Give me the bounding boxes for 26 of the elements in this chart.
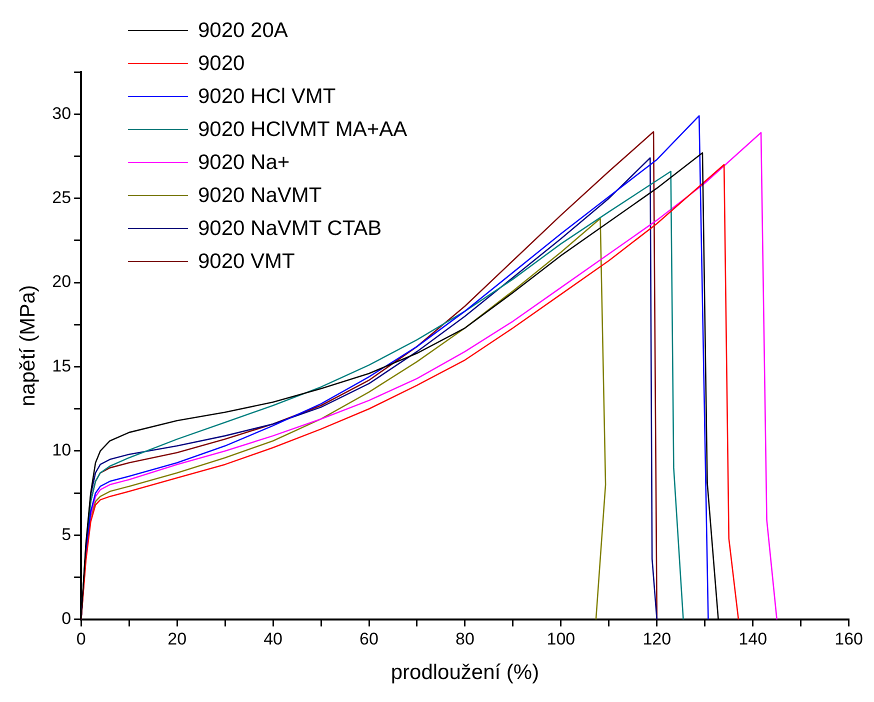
x-tick-label: 20 <box>168 629 187 648</box>
y-tick-label: 25 <box>52 188 72 208</box>
y-tick-label: 0 <box>62 609 72 628</box>
x-tick-label: 120 <box>642 629 672 648</box>
legend-label: 9020 HClVMT MA+AA <box>198 118 408 142</box>
x-tick-label: 60 <box>360 629 378 648</box>
y-tick-label: 30 <box>52 104 72 123</box>
legend-label: 9020 20A <box>198 18 288 42</box>
x-tick-label: 100 <box>546 629 576 648</box>
y-axis-title: napětí (MPa) <box>16 285 40 406</box>
legend-label: 9020 VMT <box>198 250 295 274</box>
legend-label: 9020 HCl VMT <box>198 84 336 108</box>
y-tick-label: 15 <box>52 356 72 376</box>
x-tick-label: 160 <box>834 629 864 648</box>
y-tick-label: 10 <box>52 440 72 460</box>
legend-label: 9020 <box>198 52 245 76</box>
y-tick-label: 20 <box>52 272 72 292</box>
x-axis-title: prodloužení (%) <box>390 661 540 684</box>
y-tick-label: 5 <box>62 524 72 544</box>
legend-label: 9020 NaVMT CTAB <box>198 216 382 240</box>
legend-label: 9020 NaVMT <box>198 184 322 208</box>
x-tick-label: 0 <box>76 629 86 648</box>
legend-label: 9020 Na+ <box>198 150 290 174</box>
x-tick-label: 80 <box>456 629 474 648</box>
x-tick-label: 140 <box>738 629 768 648</box>
x-tick-label: 40 <box>264 629 282 648</box>
